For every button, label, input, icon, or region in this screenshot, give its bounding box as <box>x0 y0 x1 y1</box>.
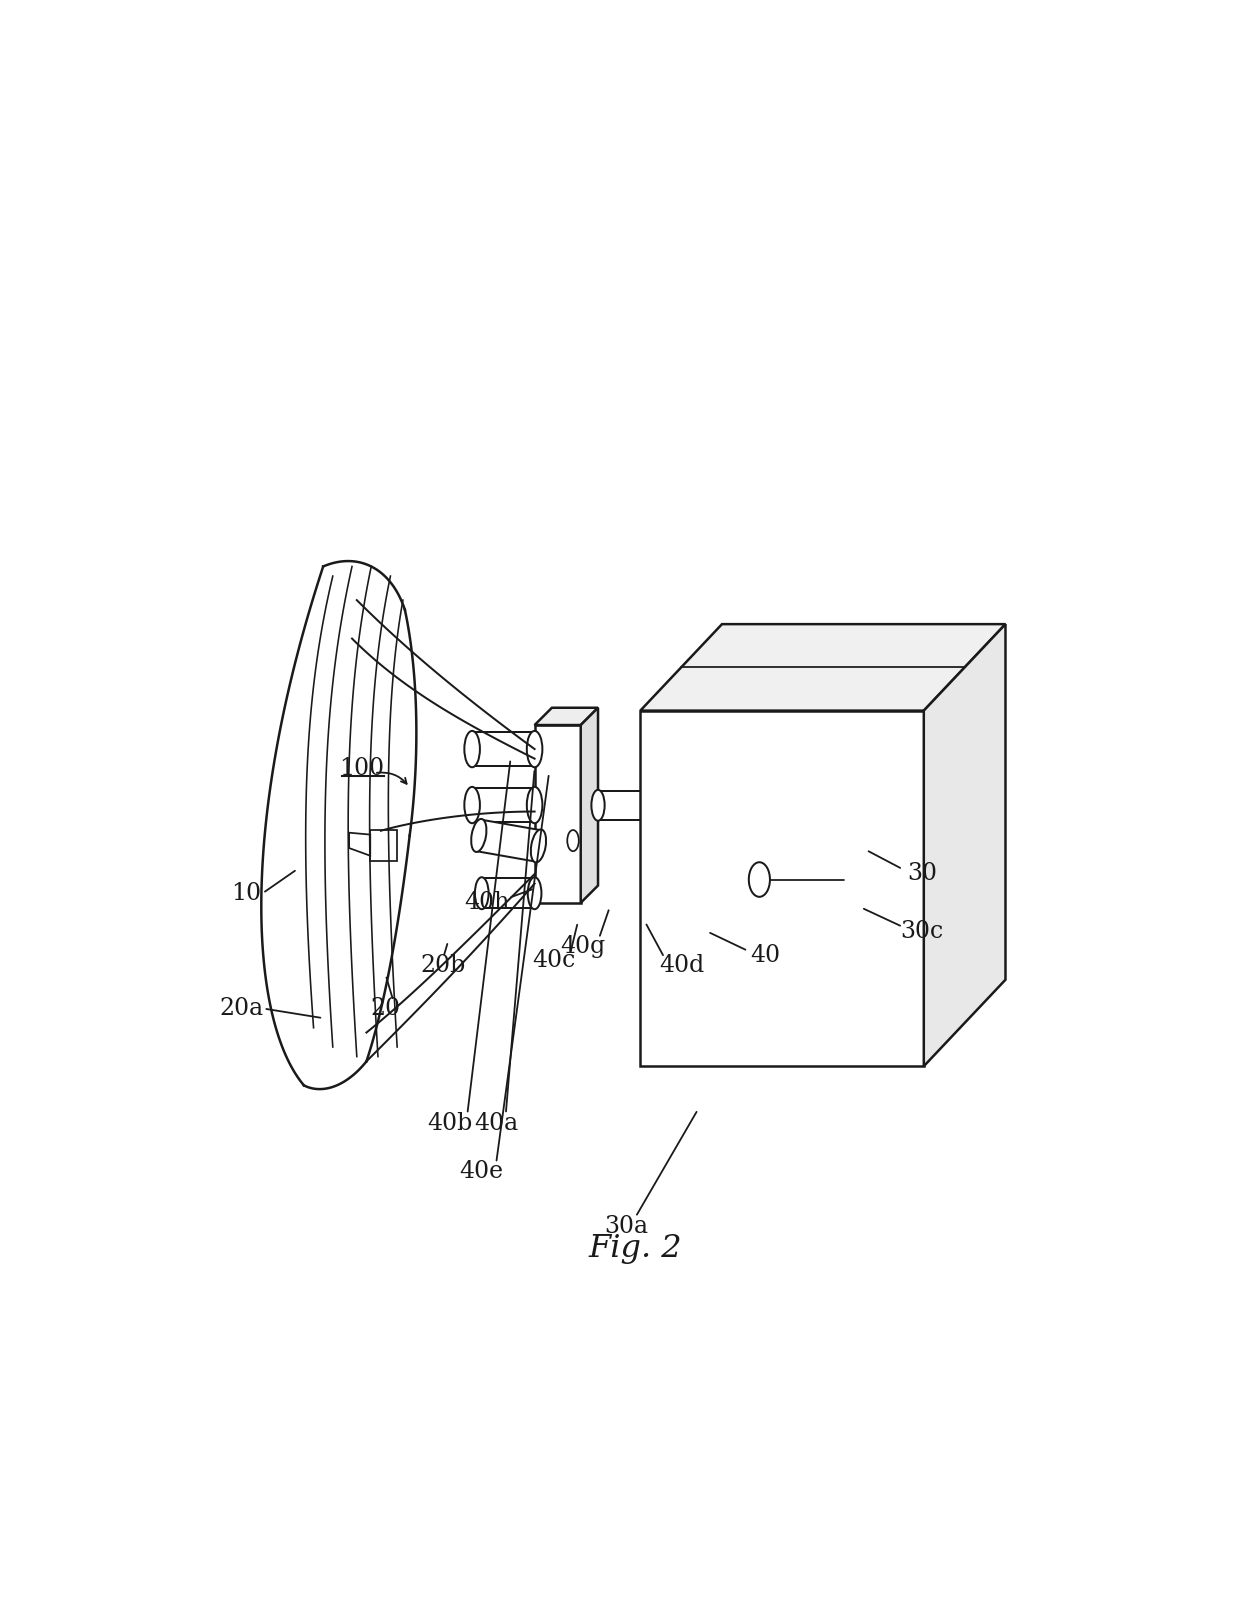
Polygon shape <box>472 731 534 767</box>
Text: 20a: 20a <box>219 996 264 1020</box>
Ellipse shape <box>464 731 480 767</box>
Ellipse shape <box>527 731 542 767</box>
Polygon shape <box>350 832 371 857</box>
Bar <box>371 829 397 860</box>
Text: 40b: 40b <box>428 1112 472 1136</box>
Ellipse shape <box>527 787 542 823</box>
Polygon shape <box>476 820 541 861</box>
Polygon shape <box>580 707 598 903</box>
Ellipse shape <box>591 791 605 821</box>
Text: 40: 40 <box>750 945 780 967</box>
Text: 30c: 30c <box>900 921 944 943</box>
Text: 30a: 30a <box>604 1215 647 1237</box>
Ellipse shape <box>475 877 489 910</box>
Ellipse shape <box>749 863 770 897</box>
Text: 40g: 40g <box>560 935 605 958</box>
Text: 40a: 40a <box>474 1112 518 1136</box>
Ellipse shape <box>531 829 546 863</box>
Polygon shape <box>534 707 598 725</box>
Text: 40d: 40d <box>658 955 704 977</box>
Polygon shape <box>640 710 924 1065</box>
Polygon shape <box>472 787 534 823</box>
Text: 10: 10 <box>231 882 262 905</box>
Ellipse shape <box>464 787 480 823</box>
Ellipse shape <box>645 791 657 821</box>
Text: Fig. 2: Fig. 2 <box>589 1233 682 1265</box>
Polygon shape <box>598 791 651 820</box>
Text: 40e: 40e <box>460 1160 503 1183</box>
Text: 40c: 40c <box>532 950 575 972</box>
Text: 20b: 20b <box>420 955 466 977</box>
Polygon shape <box>481 877 534 908</box>
Polygon shape <box>924 624 1006 1065</box>
Ellipse shape <box>471 820 486 852</box>
Text: 20: 20 <box>371 996 401 1020</box>
Text: 100: 100 <box>339 757 384 779</box>
Ellipse shape <box>567 831 579 852</box>
Polygon shape <box>534 725 580 903</box>
Text: 40h: 40h <box>464 892 510 914</box>
Ellipse shape <box>528 877 542 910</box>
Text: 30: 30 <box>906 863 937 885</box>
Polygon shape <box>640 624 1006 710</box>
